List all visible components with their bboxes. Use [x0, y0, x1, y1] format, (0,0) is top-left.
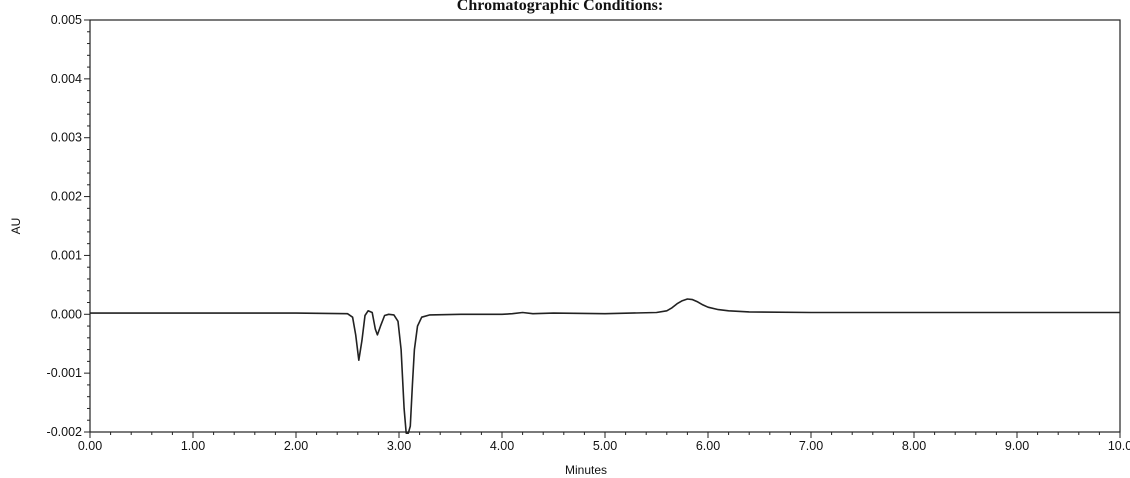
x-tick-label: 5.00 — [593, 439, 617, 453]
x-tick-label: 8.00 — [902, 439, 926, 453]
x-tick-label: 1.00 — [181, 439, 205, 453]
plot-frame — [89, 19, 1121, 433]
x-tick-label: 4.00 — [490, 439, 514, 453]
x-tick-label: 10.0 — [1108, 439, 1130, 453]
y-tick-label: 0.000 — [51, 307, 82, 321]
x-tick-label: 7.00 — [799, 439, 823, 453]
y-tick-label: 0.005 — [51, 13, 82, 27]
x-tick-label: 2.00 — [284, 439, 308, 453]
y-tick-label: -0.001 — [47, 366, 82, 380]
y-tick-label: 0.004 — [51, 72, 82, 86]
chromatogram-trace — [90, 298, 1120, 434]
y-tick-label: 0.003 — [51, 131, 82, 145]
y-axis: 0.005 0.004 0.003 0.002 0.001 0.000 -0.001 -0.0… — [47, 13, 90, 439]
x-tick-label: 3.00 — [387, 439, 411, 453]
y-tick-label: 0.001 — [51, 248, 82, 262]
y-tick-label: 0.002 — [51, 190, 82, 204]
x-tick-label: 9.00 — [1005, 439, 1029, 453]
x-axis: 0.00 1.00 2.00 3.00 4.00 5.00 6.00 7.00 8.00 9.00… — [78, 432, 1130, 453]
x-tick-label: 0.00 — [78, 439, 102, 453]
x-tick-label: 6.00 — [696, 439, 720, 453]
x-axis-title: Minutes — [565, 463, 607, 477]
chart-title: Chromatographic Conditions: — [457, 0, 663, 14]
y-tick-label: -0.002 — [47, 425, 82, 439]
y-axis-title: AU — [9, 218, 23, 235]
